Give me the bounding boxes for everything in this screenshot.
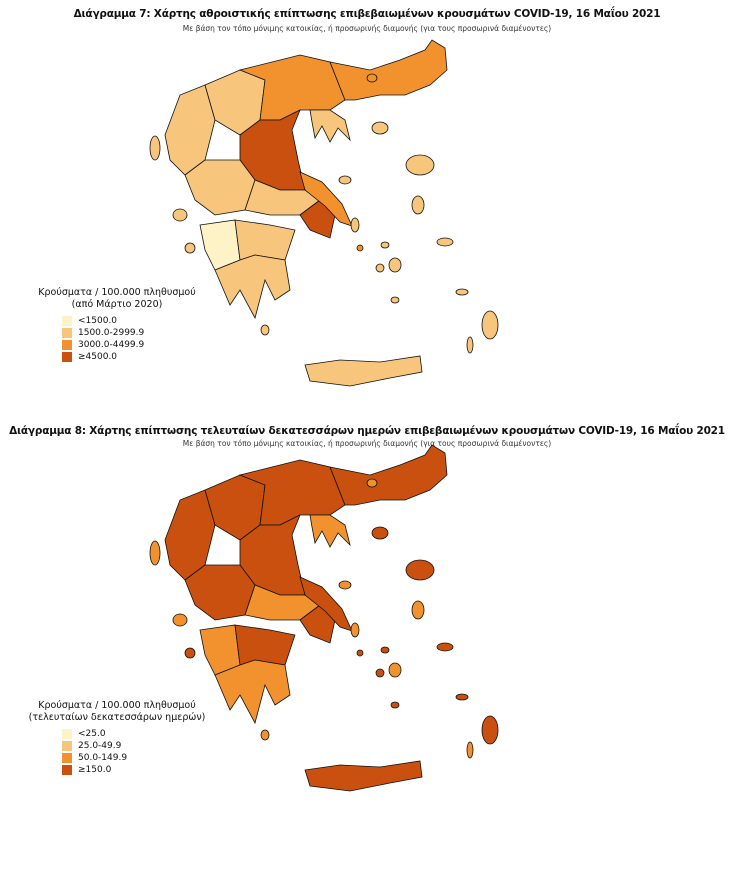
legend-item: 50.0-149.9 [62, 752, 212, 764]
island-lesvos [405, 559, 435, 581]
legend-label: 3000.0-4499.9 [78, 340, 145, 350]
legend-swatch [62, 340, 72, 350]
island-chios [411, 600, 425, 620]
map-7-subtitle: Με βάση τον τόπο μόνιμης κατοικίας, ή πρ… [182, 24, 552, 33]
legend-item: 1500.0-2999.9 [62, 327, 212, 339]
map-8-legend: Κρούσματα / 100.000 πληθυσμού (τελευταίω… [22, 700, 212, 776]
region-attica [299, 199, 336, 239]
legend-label: <25.0 [78, 729, 106, 739]
map-8-title: Διάγραμμα 8: Χάρτης επίπτωσης τελευταίων… [9, 425, 725, 437]
region-thrace [329, 444, 448, 506]
legend-item: 3000.0-4499.9 [62, 339, 212, 351]
region-chalkidiki [309, 109, 351, 143]
island-thasos [366, 478, 378, 488]
island-andros [350, 217, 360, 233]
legend-label: ≥150.0 [78, 765, 112, 775]
island-syros [356, 244, 364, 252]
island-chios [411, 195, 425, 215]
legend-item: <25.0 [62, 728, 212, 740]
region-crete [304, 355, 423, 387]
region-pelop-ne [234, 219, 296, 261]
island-paros [375, 668, 385, 678]
legend-label: <1500.0 [78, 316, 118, 326]
island-santorini [390, 701, 400, 709]
island-kos [455, 288, 469, 296]
legend-swatch [62, 741, 72, 751]
island-lesvos [405, 154, 435, 176]
legend-item: 25.0-49.9 [62, 740, 212, 752]
map-7-cumulative-incidence [149, 39, 499, 387]
island-thasos [366, 73, 378, 83]
island-kythira [260, 729, 270, 741]
island-limnos [371, 121, 389, 135]
legend-title: Κρούσματα / 100.000 πληθυσμού [38, 700, 196, 711]
island-zakynthos [184, 242, 196, 254]
map-7-title: Διάγραμμα 7: Χάρτης αθροιστικής επίπτωση… [73, 8, 661, 20]
island-corfu [149, 540, 161, 566]
region-attica [299, 604, 336, 644]
region-euboea [299, 171, 353, 227]
island-corfu [149, 135, 161, 161]
legend-subtitle: (τελευταίων δεκατεσσάρων ημερών) [28, 712, 206, 723]
legend-label: 25.0-49.9 [78, 741, 122, 751]
legend-item: <1500.0 [62, 315, 212, 327]
map-7-legend: Κρούσματα / 100.000 πληθυσμού (από Μάρτι… [22, 287, 212, 363]
island-karpathos [466, 741, 474, 759]
island-samos [436, 642, 454, 652]
island-kos [455, 693, 469, 701]
legend-label: 1500.0-2999.9 [78, 328, 145, 338]
island-mykonos [380, 241, 390, 249]
legend-item: ≥150.0 [62, 764, 212, 776]
island-kefalonia [172, 208, 188, 222]
region-pelop-south [214, 254, 291, 320]
island-samos [436, 237, 454, 247]
legend-item: ≥4500.0 [62, 351, 212, 363]
island-andros [350, 622, 360, 638]
legend-swatch [62, 765, 72, 775]
region-crete [304, 760, 423, 792]
region-euboea [299, 576, 353, 632]
island-rhodes [481, 310, 499, 340]
island-zakynthos [184, 647, 196, 659]
island-kythira [260, 324, 270, 336]
map-8-subtitle: Με βάση τον τόπο μόνιμης κατοικίας, ή πρ… [182, 439, 552, 448]
region-aetolia [184, 159, 256, 216]
island-naxos [388, 662, 402, 678]
legend-subtitle: (από Μάρτιο 2020) [71, 299, 163, 310]
region-pelop-ne [234, 624, 296, 666]
region-thrace [329, 39, 448, 101]
island-paros [375, 263, 385, 273]
legend-swatch [62, 753, 72, 763]
legend-label: 50.0-149.9 [78, 753, 128, 763]
legend-swatch [62, 328, 72, 338]
island-skyros [338, 580, 352, 590]
legend-swatch [62, 729, 72, 739]
region-pelop-south [214, 659, 291, 725]
region-aetolia [184, 564, 256, 621]
map-8-14day-incidence [149, 444, 499, 792]
island-santorini [390, 296, 400, 304]
island-kefalonia [172, 613, 188, 627]
island-naxos [388, 257, 402, 273]
island-skyros [338, 175, 352, 185]
region-epirus [164, 489, 216, 581]
region-epirus [164, 84, 216, 176]
island-rhodes [481, 715, 499, 745]
region-chalkidiki [309, 514, 351, 548]
legend-label: ≥4500.0 [78, 352, 118, 362]
island-karpathos [466, 336, 474, 354]
island-syros [356, 649, 364, 657]
island-mykonos [380, 646, 390, 654]
legend-swatch [62, 316, 72, 326]
legend-swatch [62, 352, 72, 362]
island-limnos [371, 526, 389, 540]
legend-title: Κρούσματα / 100.000 πληθυσμού [38, 287, 196, 298]
